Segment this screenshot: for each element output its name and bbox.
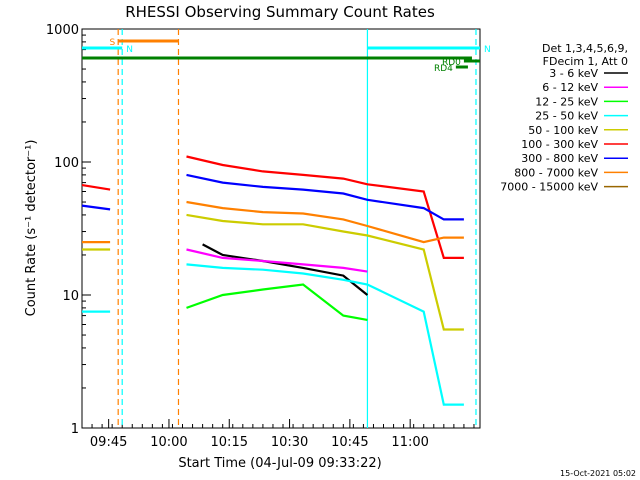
- series-line: [186, 283, 368, 321]
- series-line: [81, 173, 464, 221]
- legend-entry: 50 - 100 keV: [528, 124, 598, 137]
- y-axis-label: Count Rate (s⁻¹ detector⁻¹): [24, 140, 39, 317]
- y-axis: 1 10 100 1000: [46, 23, 91, 437]
- series-line: [82, 263, 464, 406]
- series-line: [81, 155, 464, 259]
- x-tick-label: 10:00: [150, 435, 187, 450]
- flag-label: RD0: [442, 58, 461, 68]
- legend: Det 1,3,4,5,6,9,FDecim 1, Att 03 - 6 keV…: [500, 42, 628, 194]
- legend-entry: 6 - 12 keV: [542, 81, 598, 94]
- flag-label: N: [126, 45, 133, 55]
- series-line: [186, 248, 368, 273]
- y-tick-label: 1: [71, 422, 79, 437]
- chart-title: RHESSI Observing Summary Count Rates: [125, 3, 435, 21]
- series-line: [82, 213, 464, 331]
- series-line: [202, 243, 369, 296]
- series-lines: [81, 155, 464, 406]
- y-tick-label: 100: [54, 156, 79, 171]
- vertical-markers: [117, 29, 477, 428]
- y-tick-label: 10: [62, 289, 79, 304]
- legend-header: FDecim 1, Att 0: [543, 55, 628, 68]
- x-axis: 09:45 10:00 10:15 10:30 10:45 11:00: [81, 419, 475, 450]
- legend-entry: 25 - 50 keV: [535, 110, 598, 123]
- flag-label: S: [109, 38, 115, 48]
- flag-label: N: [484, 45, 491, 55]
- x-tick-label: 09:45: [90, 435, 127, 450]
- legend-entry: 7000 - 15000 keV: [500, 181, 598, 194]
- footer-date: 15-Oct-2021 05:02: [560, 469, 636, 478]
- legend-entry: 300 - 800 keV: [521, 152, 598, 165]
- legend-entry: 800 - 7000 keV: [514, 166, 598, 179]
- x-tick-label: 11:00: [391, 435, 428, 450]
- legend-header: Det 1,3,4,5,6,9,: [542, 42, 628, 55]
- series-line: [82, 200, 464, 244]
- y-tick-label: 1000: [46, 23, 79, 38]
- flag-label: RD4: [434, 64, 453, 74]
- legend-entry: 100 - 300 keV: [521, 138, 598, 151]
- plot-frame: [81, 28, 481, 429]
- x-axis-label: Start Time (04-Jul-09 09:33:22): [178, 456, 381, 471]
- legend-entry: 3 - 6 keV: [549, 67, 598, 80]
- x-tick-label: 10:30: [271, 435, 308, 450]
- x-tick-label: 10:45: [331, 435, 368, 450]
- legend-entry: 12 - 25 keV: [535, 95, 598, 108]
- x-tick-label: 10:15: [211, 435, 248, 450]
